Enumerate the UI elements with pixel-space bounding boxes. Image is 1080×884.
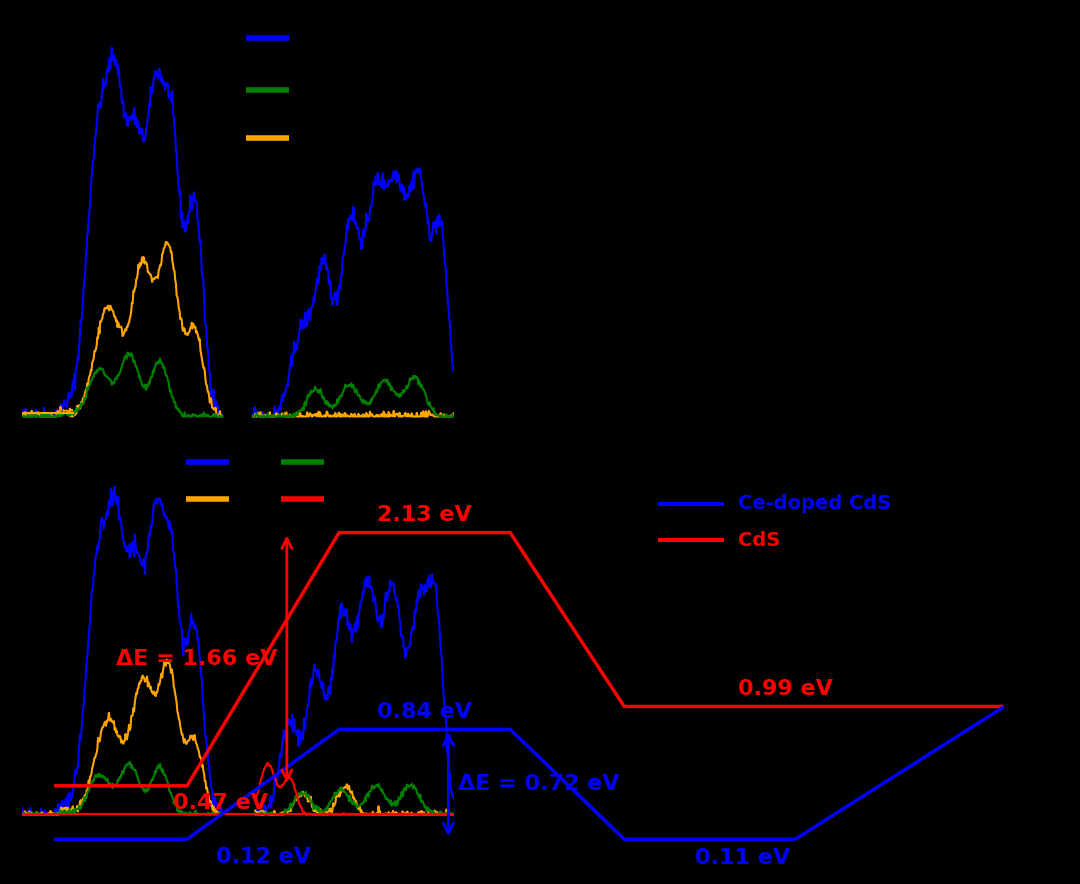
- Text: 2.13 eV: 2.13 eV: [377, 505, 472, 525]
- Text: 0.12 eV: 0.12 eV: [216, 847, 311, 867]
- Text: 0.99 eV: 0.99 eV: [739, 679, 833, 699]
- Text: Ce-doped CdS: Ce-doped CdS: [739, 494, 891, 513]
- Text: 0.84 eV: 0.84 eV: [377, 702, 472, 721]
- Text: 0.47 eV: 0.47 eV: [173, 794, 268, 813]
- Text: CdS: CdS: [739, 530, 781, 550]
- Text: 0.11 eV: 0.11 eV: [696, 849, 791, 868]
- Text: ΔE = 0.72 eV: ΔE = 0.72 eV: [458, 774, 620, 794]
- Text: ΔE = 1.66 eV: ΔE = 1.66 eV: [116, 649, 278, 669]
